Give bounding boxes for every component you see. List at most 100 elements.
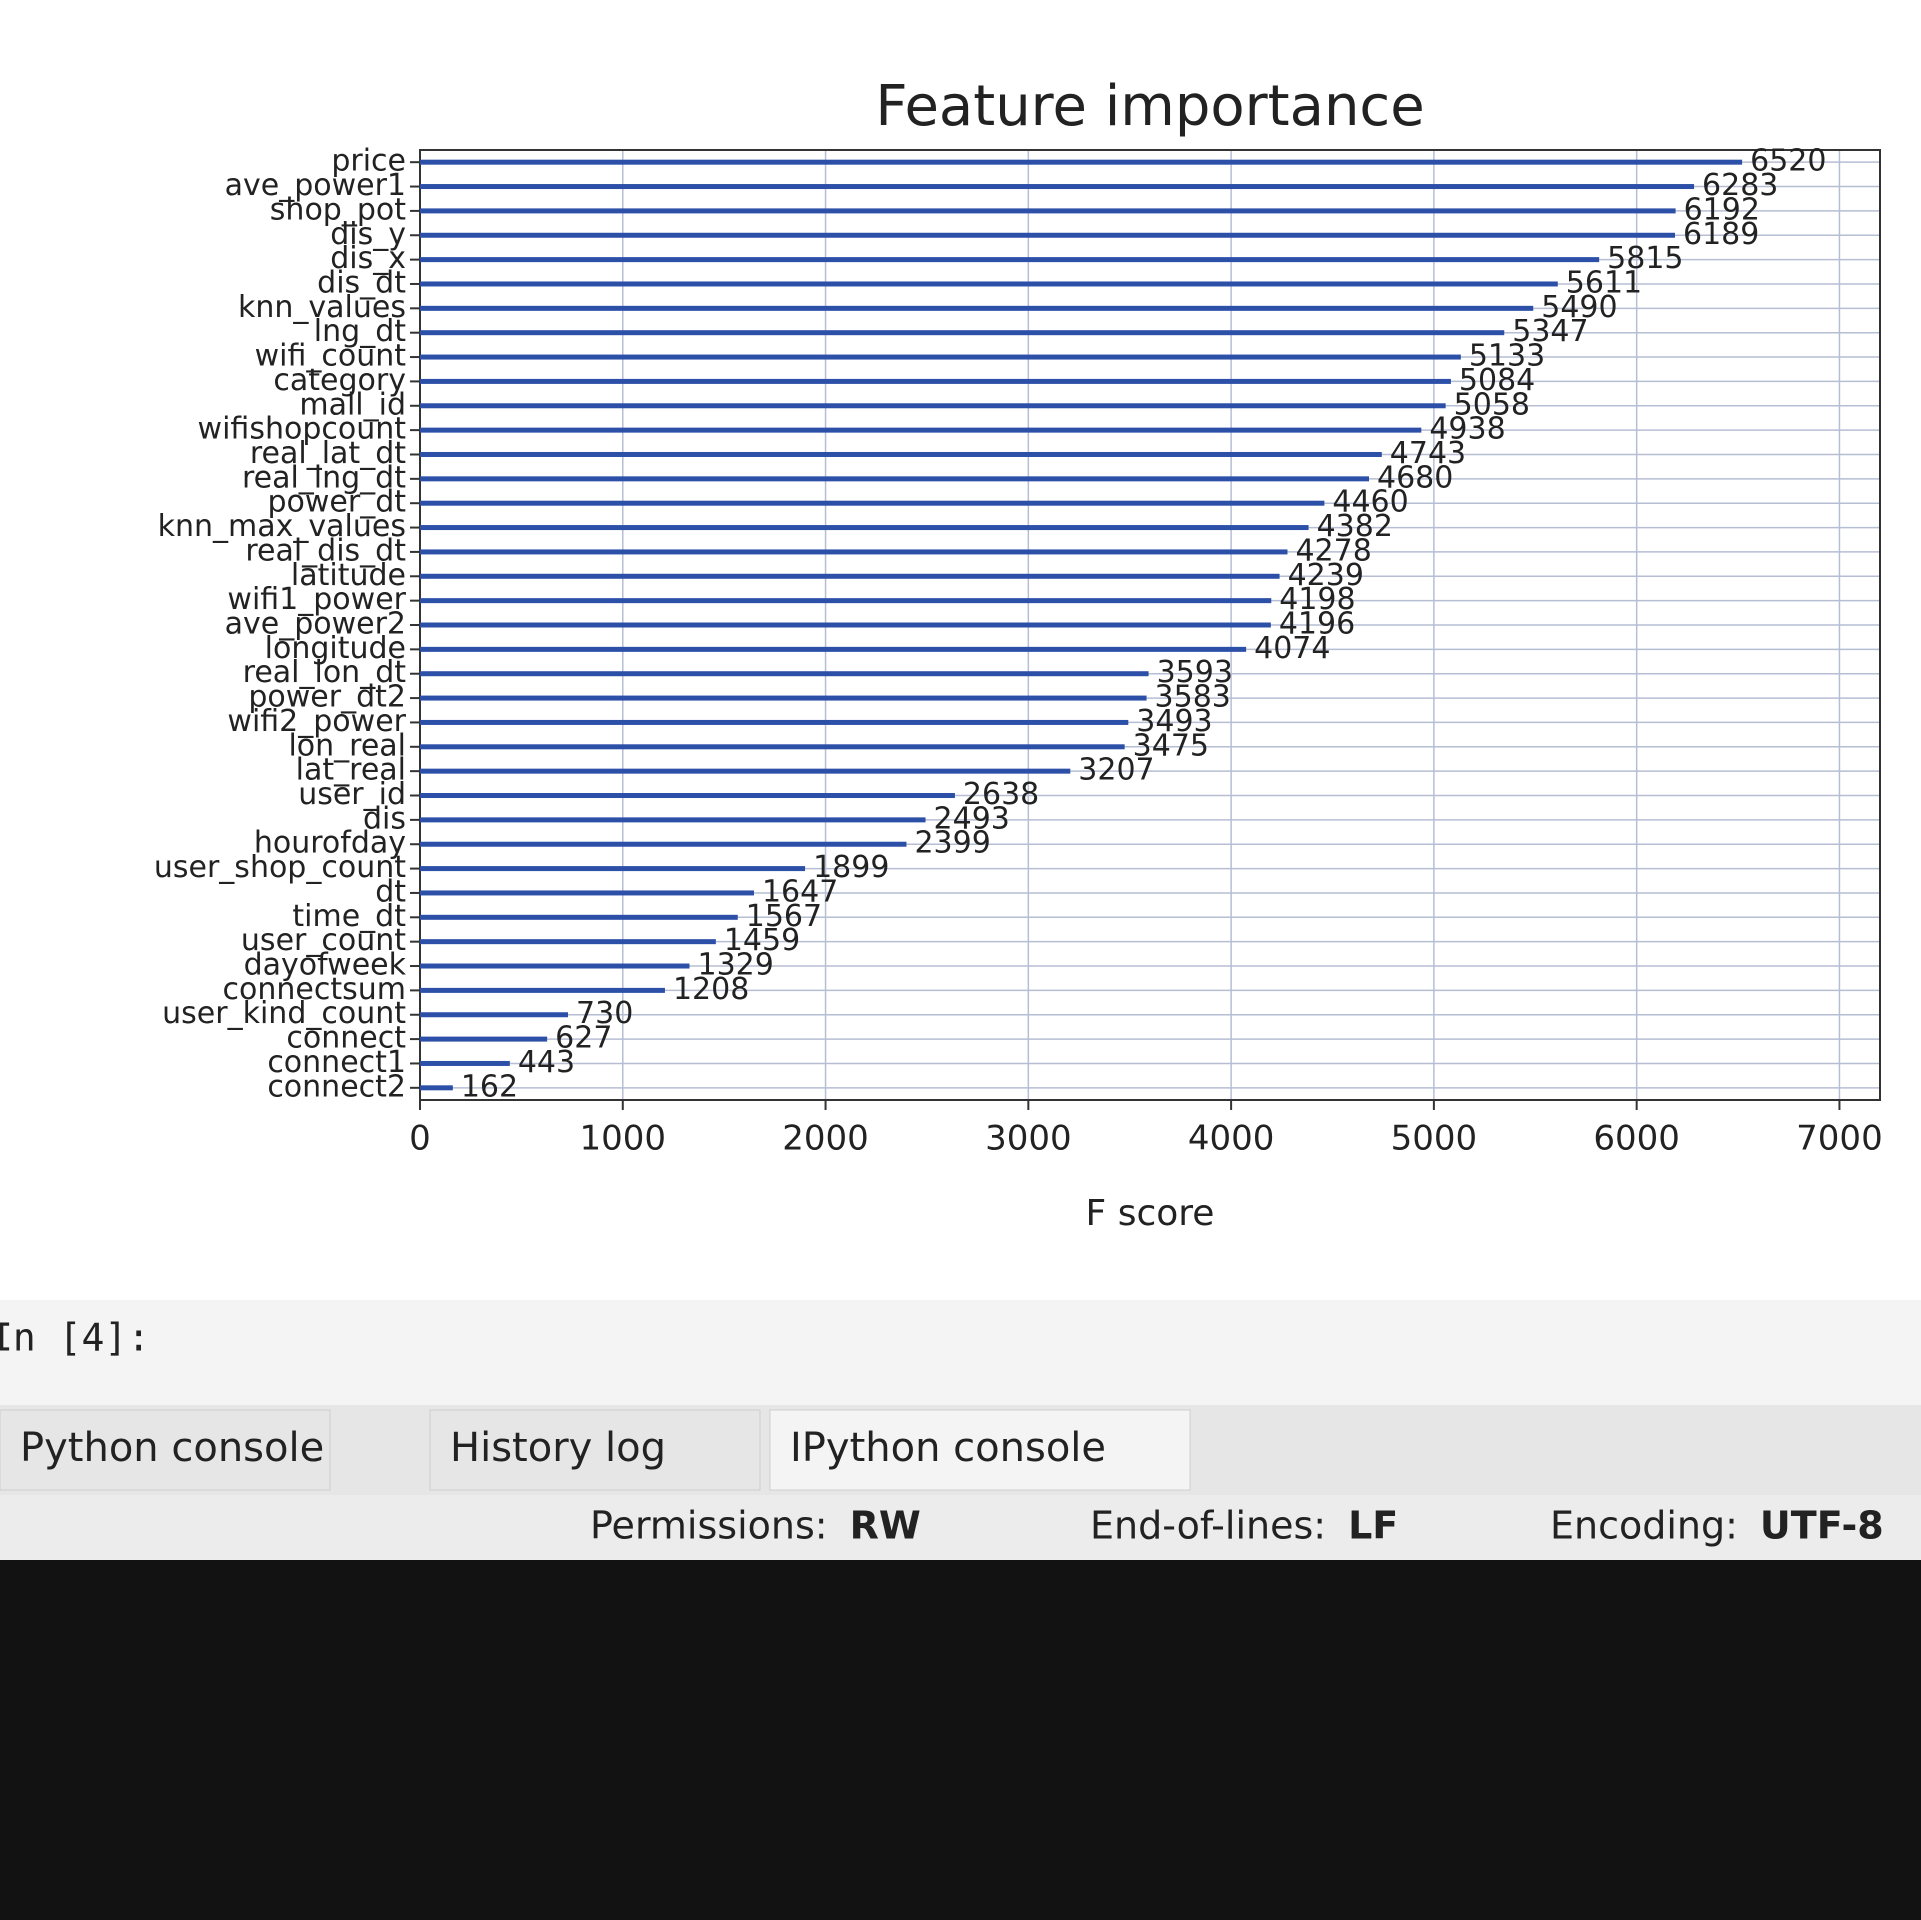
bar — [420, 354, 1461, 360]
value-label: 1567 — [746, 899, 822, 934]
bar — [420, 184, 1695, 190]
y-tick-label: knn_max_values — [158, 509, 406, 544]
value-label: 4239 — [1288, 558, 1364, 593]
y-tick-label: user_shop_count — [154, 850, 406, 885]
bar — [420, 330, 1505, 336]
bar — [420, 305, 1534, 311]
x-tick-label: 7000 — [1796, 1119, 1883, 1159]
bar — [420, 500, 1325, 506]
y-tick-label: shop_pot — [270, 192, 406, 227]
value-label: 627 — [555, 1021, 612, 1056]
bar — [420, 914, 738, 920]
x-tick-label: 1000 — [580, 1119, 667, 1159]
bar — [420, 573, 1280, 579]
bar — [420, 598, 1272, 604]
value-label: 4382 — [1317, 509, 1393, 544]
value-label: 4196 — [1279, 607, 1355, 642]
y-tick-label: user_id — [298, 777, 406, 812]
bar — [420, 719, 1129, 725]
bar — [420, 1036, 548, 1042]
value-label: 3475 — [1133, 728, 1209, 763]
bar — [420, 403, 1446, 409]
value-label: 1208 — [673, 972, 749, 1007]
y-tick-label: power_dt — [267, 485, 406, 520]
value-label: 3493 — [1136, 704, 1212, 739]
y-tick-label: lat_real — [296, 753, 406, 788]
y-tick-label: dis_x — [330, 241, 406, 276]
y-tick-label: lon_real — [288, 728, 406, 763]
bar — [420, 817, 926, 823]
value-label: 5611 — [1566, 265, 1642, 300]
tab-label[interactable]: History log — [450, 1425, 666, 1471]
y-tick-label: longitude — [265, 631, 406, 666]
bar — [420, 208, 1676, 214]
y-tick-label: dayofweek — [244, 948, 407, 983]
y-tick-label: connect — [286, 1021, 406, 1056]
y-tick-label: connect1 — [267, 1045, 406, 1080]
value-label: 162 — [461, 1069, 518, 1104]
x-tick-label: 3000 — [985, 1119, 1072, 1159]
y-tick-label: wifi1_power — [227, 582, 406, 617]
tab[interactable] — [769, 1409, 1191, 1491]
bar — [420, 744, 1125, 750]
tab[interactable] — [0, 1409, 331, 1491]
y-tick-label: wifi2_power — [227, 704, 406, 739]
value-label: 730 — [576, 996, 633, 1031]
value-label: 4278 — [1295, 533, 1371, 568]
bar — [420, 1012, 569, 1018]
y-tick-label: real_lon_dt — [243, 655, 407, 690]
tab-label[interactable]: Python console — [20, 1425, 324, 1471]
value-label: 3593 — [1157, 655, 1233, 690]
value-label: 4938 — [1429, 412, 1505, 447]
status-value: UTF-8 — [1760, 1504, 1884, 1548]
bar — [420, 281, 1558, 287]
status-label: Encoding: — [1550, 1504, 1738, 1548]
bar — [420, 451, 1382, 457]
value-label: 6520 — [1750, 144, 1826, 179]
bar — [420, 622, 1271, 628]
y-tick-label: mall_id — [299, 387, 406, 422]
value-label: 5084 — [1459, 363, 1535, 398]
y-tick-label: real_lat_dt — [250, 436, 406, 471]
y-tick-label: category — [273, 363, 406, 398]
y-tick-label: time_dt — [292, 899, 406, 934]
x-axis-label: F score — [1086, 1193, 1215, 1234]
y-tick-label: dt — [375, 874, 406, 909]
y-tick-label: power_dt2 — [248, 680, 406, 715]
y-tick-label: wifishopcount — [198, 412, 407, 447]
value-label: 2493 — [934, 801, 1010, 836]
tab[interactable] — [429, 1409, 761, 1491]
y-tick-label: user_count — [241, 923, 406, 958]
status-value: RW — [850, 1504, 921, 1548]
value-label: 443 — [518, 1045, 575, 1080]
bar — [420, 695, 1147, 701]
value-label: 5490 — [1541, 290, 1617, 325]
y-tick-label: latitude — [291, 558, 406, 593]
x-tick-label: 4000 — [1188, 1119, 1275, 1159]
chart-title: Feature importance — [875, 74, 1424, 139]
y-tick-label: knn_values — [238, 290, 406, 325]
value-label: 1647 — [762, 874, 838, 909]
x-tick-label: 6000 — [1593, 1119, 1680, 1159]
bar — [420, 427, 1422, 433]
tab-label[interactable]: IPython console — [790, 1425, 1106, 1471]
bar — [420, 939, 716, 945]
bar — [420, 549, 1288, 555]
value-label: 6283 — [1702, 168, 1778, 203]
value-label: 5058 — [1454, 387, 1530, 422]
bar — [420, 476, 1369, 482]
bar — [420, 159, 1743, 165]
bar — [420, 1085, 453, 1091]
y-tick-label: real_dis_dt — [245, 533, 406, 568]
value-label: 1459 — [724, 923, 800, 958]
y-tick-label: connectsum — [223, 972, 406, 1007]
value-label: 2638 — [963, 777, 1039, 812]
bar — [420, 866, 806, 872]
status-value: LF — [1348, 1504, 1398, 1548]
y-tick-label: user_kind_count — [162, 996, 406, 1031]
bar — [420, 378, 1451, 384]
y-tick-label: wifi_count — [255, 339, 407, 374]
monitor-bezel — [0, 1560, 1921, 1920]
